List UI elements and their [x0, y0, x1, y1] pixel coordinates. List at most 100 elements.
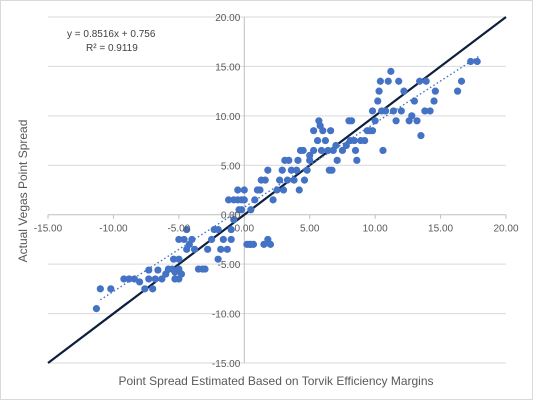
- data-point: [227, 235, 235, 244]
- data-point: [136, 278, 144, 286]
- data-point: [299, 146, 307, 155]
- trendline: [99, 55, 481, 301]
- data-point: [120, 275, 128, 283]
- data-point: [368, 127, 377, 135]
- data-point: [151, 275, 159, 283]
- y-tick-label: -10.00: [212, 310, 241, 321]
- data-point: [467, 57, 475, 66]
- x-tick-label: 20.00: [493, 224, 518, 235]
- data-point: [154, 266, 162, 274]
- data-point: [141, 285, 149, 293]
- data-point: [371, 117, 379, 125]
- data-point: [416, 77, 424, 85]
- data-point: [230, 216, 238, 224]
- data-point: [374, 97, 382, 105]
- data-point: [294, 156, 302, 164]
- data-point: [332, 141, 340, 150]
- data-point: [234, 186, 242, 194]
- data-point: [379, 146, 387, 155]
- data-point: [92, 305, 101, 313]
- data-point: [410, 97, 418, 105]
- trendline-equation: y = 0.8516x + 0.756: [67, 29, 156, 40]
- x-axis-title: Point Spread Estimated Based on Torvik E…: [118, 374, 433, 388]
- data-point: [214, 255, 222, 263]
- y-tick-label: 5.00: [221, 161, 241, 172]
- data-point: [256, 186, 264, 194]
- gridlines: [48, 16, 506, 364]
- data-point: [175, 235, 183, 244]
- data-point: [285, 156, 293, 164]
- data-point: [260, 240, 268, 248]
- data-point: [457, 77, 466, 85]
- data-point: [387, 67, 395, 75]
- data-point: [295, 186, 303, 194]
- y-tick-label: 20.00: [215, 13, 240, 24]
- x-tick-label: 15.00: [428, 224, 453, 235]
- data-point: [249, 240, 258, 248]
- data-point: [266, 240, 275, 248]
- data-point: [287, 166, 295, 174]
- data-point: [240, 196, 248, 204]
- data-point: [276, 176, 284, 184]
- y-tick-label: -15.00: [212, 359, 241, 370]
- y-tick-label: -5.00: [217, 260, 240, 271]
- data-point: [430, 97, 438, 105]
- data-point: [279, 186, 288, 194]
- data-point: [290, 176, 298, 184]
- data-point: [170, 255, 178, 263]
- data-point: [219, 235, 227, 244]
- data-point: [353, 156, 361, 164]
- data-point: [431, 87, 439, 95]
- data-point: [273, 186, 281, 194]
- data-point: [96, 285, 104, 293]
- data-point: [145, 266, 153, 274]
- data-point: [306, 151, 314, 159]
- y-tick-label: 0.00: [221, 211, 241, 222]
- data-point: [175, 255, 183, 263]
- data-point: [149, 285, 157, 293]
- data-point: [251, 196, 259, 204]
- data-point: [261, 176, 269, 184]
- data-point: [417, 132, 425, 140]
- data-points: [92, 57, 481, 313]
- data-point: [303, 166, 311, 174]
- data-point: [247, 206, 255, 214]
- data-point: [325, 166, 333, 174]
- data-point: [310, 146, 318, 155]
- data-point: [376, 77, 384, 85]
- x-tick-label: -10.00: [99, 224, 128, 235]
- data-point: [310, 127, 318, 135]
- data-point: [306, 156, 314, 164]
- x-tick-label: 10.00: [363, 224, 388, 235]
- x-tick-label: -15.00: [34, 224, 63, 235]
- data-point: [453, 87, 462, 95]
- data-point: [207, 235, 216, 244]
- data-point: [177, 270, 186, 278]
- data-point: [397, 107, 405, 115]
- data-point: [201, 265, 209, 273]
- data-point: [188, 235, 196, 244]
- data-point: [130, 275, 138, 283]
- data-point: [319, 127, 327, 135]
- data-point: [350, 136, 358, 145]
- data-point: [217, 245, 225, 253]
- data-point: [269, 196, 277, 204]
- data-point: [338, 146, 347, 155]
- data-point: [324, 146, 332, 155]
- y-axis-title: Actual Vegas Point Spread: [16, 120, 30, 263]
- data-point: [351, 146, 360, 155]
- data-point: [313, 136, 322, 145]
- r-squared-label: R² = 0.9119: [86, 43, 138, 54]
- tick-labels: -15.00 -10.00 -5.00 0.00 5.00 10.00 15.00 20.00…: [34, 13, 519, 370]
- data-point: [180, 235, 188, 244]
- data-point: [293, 166, 301, 174]
- data-point: [204, 245, 212, 253]
- data-point: [327, 127, 335, 135]
- data-point: [384, 77, 392, 85]
- y-tick-label: 10.00: [215, 112, 240, 123]
- data-point: [389, 107, 398, 115]
- data-point: [421, 107, 429, 115]
- x-tick-label: 0.00: [235, 224, 255, 235]
